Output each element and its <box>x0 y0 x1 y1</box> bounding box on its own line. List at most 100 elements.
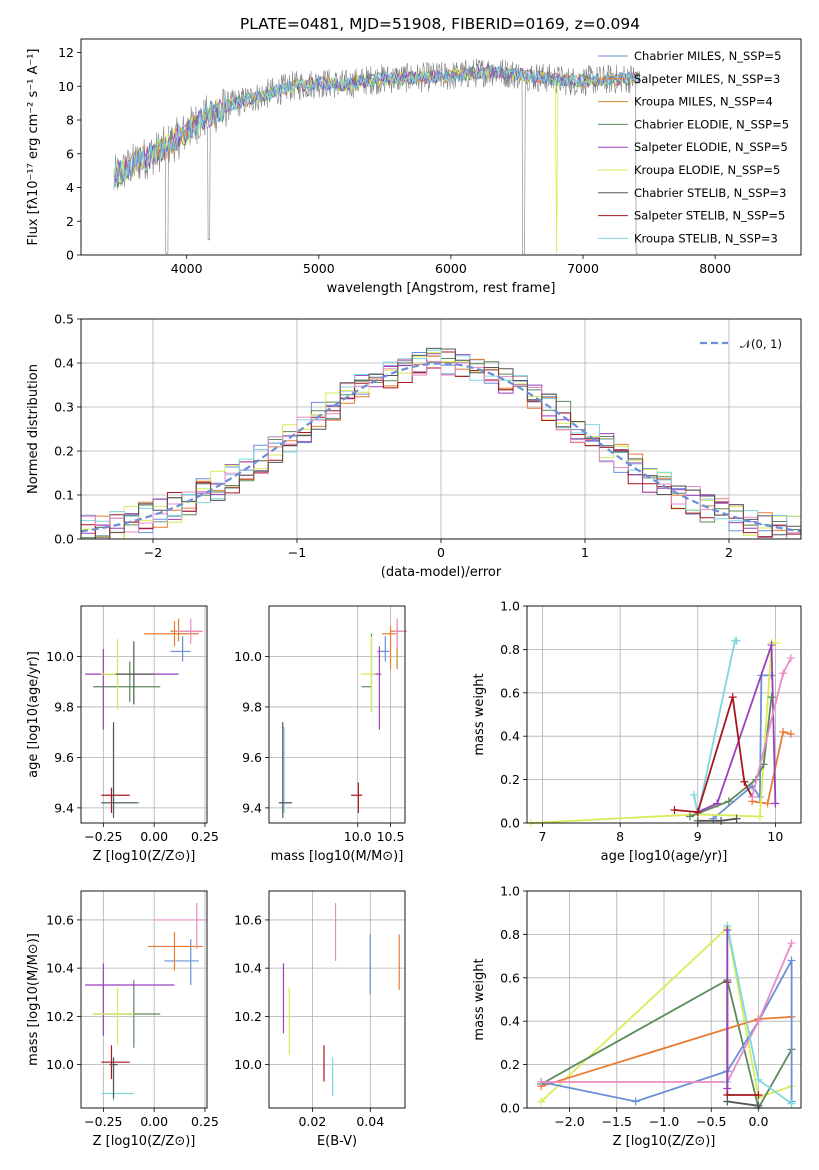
legend-entry: Salpeter STELIB, N_SSP=5 <box>634 209 785 223</box>
y-tick-label: 0.4 <box>500 729 520 744</box>
y-tick-label: 9.4 <box>54 800 74 815</box>
legend-entry: Chabrier STELIB, N_SSP=3 <box>634 186 786 200</box>
x-tick-label: 10.5 <box>377 829 405 844</box>
weight-series-line <box>540 978 793 1111</box>
y-axis-label: Normed distribution <box>26 364 41 494</box>
x-tick-label: −0.25 <box>84 1114 122 1129</box>
x-axis-label: mass [log10(M/M⊙)] <box>271 849 404 864</box>
x-tick-label: −2 <box>144 545 162 560</box>
weight-point-marker <box>786 654 795 663</box>
x-tick-label: 0.0 <box>749 1114 769 1129</box>
x-axis-label: age [log10(age/yr)] <box>601 849 728 864</box>
age-vs-mass-panel: 10.0 10.5 9.4 9.6 9.8 10.0 mass [log10(M/M⊙)] <box>234 605 407 864</box>
y-tick-label: 10.6 <box>234 912 262 927</box>
weight-point-marker <box>732 636 741 645</box>
y-tick-label: 10.0 <box>234 649 262 664</box>
y-tick-label: 10.6 <box>46 912 74 927</box>
weight-point-marker <box>686 812 695 821</box>
age-vs-metallicity-panel: −0.25 0.00 0.25 9.4 9.6 9.8 10.0 Z [log10(Z/Z⊙)… <box>26 605 219 864</box>
weight-point-marker <box>723 1084 732 1093</box>
grid <box>269 891 405 1108</box>
y-tick-label: 0.6 <box>500 685 520 700</box>
y-tick-label: 10.2 <box>234 1009 262 1024</box>
y-tick-label: 10.4 <box>46 961 74 976</box>
mass-vs-ebv-panel: 0.02 0.04 10.0 10.2 10.4 10.6 E(B-V) <box>234 890 406 1149</box>
y-tick-label: 0.0 <box>500 816 520 831</box>
y-tick-label: 9.4 <box>242 800 262 815</box>
weight-point-marker <box>786 730 795 739</box>
weight-point-marker <box>779 727 788 736</box>
y-tick-label: 2 <box>66 214 74 229</box>
axes-frame <box>80 318 802 540</box>
y-tick-label: 0.8 <box>500 927 520 942</box>
x-axis-label: Z [log10(Z/Z⊙)] <box>613 1134 716 1149</box>
legend-entry: 𝒩(0, 1) <box>740 337 782 351</box>
grid <box>81 606 207 823</box>
weight-point-marker <box>689 790 698 799</box>
weight-point-marker <box>732 814 741 823</box>
y-tick-label: 9.6 <box>242 750 262 765</box>
weight-point-marker <box>693 816 702 825</box>
residuals-panel: −2 −1 0 1 2 0.0 0.1 0.2 0.3 0.4 0.5 (data-model)/er… <box>26 312 802 580</box>
x-tick-label: 0.00 <box>140 829 168 844</box>
y-tick-label: 0.1 <box>54 488 74 503</box>
weight-series-line <box>726 925 793 1105</box>
x-tick-label: 0.25 <box>191 1114 219 1129</box>
x-tick-label: 2 <box>725 545 733 560</box>
x-tick-label: 7000 <box>567 261 599 276</box>
y-tick-label: 0.2 <box>500 772 520 787</box>
axes-frame <box>526 890 802 1109</box>
legend-entry: Chabrier ELODIE, N_SSP=5 <box>634 117 789 131</box>
y-tick-label: 10.0 <box>46 1057 74 1072</box>
legend-entry: Chabrier MILES, N_SSP=5 <box>634 49 781 63</box>
x-tick-label: −1.0 <box>649 1114 679 1129</box>
axes-frame <box>80 605 208 824</box>
weight-point-marker <box>754 1017 763 1026</box>
weight-point-marker <box>779 669 788 678</box>
residual-histogram <box>81 347 801 539</box>
y-tick-label: 9.8 <box>54 699 74 714</box>
legend-entry: Kroupa ELODIE, N_SSP=5 <box>634 163 780 177</box>
x-tick-label: −1 <box>288 545 306 560</box>
legend-entry: Salpeter ELODIE, N_SSP=5 <box>634 140 788 154</box>
x-tick-label: 0.25 <box>191 829 219 844</box>
y-tick-label: 0.5 <box>54 312 74 327</box>
grid <box>81 891 207 1108</box>
weight-point-marker <box>537 1077 546 1086</box>
x-axis-label: Z [log10(Z/Z⊙)] <box>93 849 196 864</box>
weight-point-marker <box>763 799 772 808</box>
axes-frame <box>526 605 802 824</box>
weight-series-line <box>697 644 777 813</box>
x-tick-label: 8000 <box>699 261 731 276</box>
weight-point-marker <box>693 808 702 817</box>
weight-point-marker <box>767 693 776 702</box>
x-tick-label: −2.0 <box>554 1114 584 1129</box>
legend-entry: Kroupa MILES, N_SSP=4 <box>634 95 773 109</box>
y-tick-label: 10.0 <box>234 1057 262 1072</box>
x-tick-label: 0.02 <box>298 1114 326 1129</box>
y-tick-label: 10.2 <box>46 1009 74 1024</box>
x-tick-label: −1.5 <box>602 1114 632 1129</box>
x-tick-label: 9 <box>694 829 702 844</box>
weight-point-marker <box>740 777 749 786</box>
weight-series-line <box>541 942 793 1083</box>
weight-point-marker <box>755 792 764 801</box>
mass-vs-metallicity-panel: −0.25 0.00 0.25 10.0 10.2 10.4 10.6 Z [log10(Z/… <box>26 890 219 1149</box>
weight-point-marker <box>787 956 796 965</box>
y-tick-label: 9.6 <box>54 750 74 765</box>
weight-point-marker <box>728 693 737 702</box>
y-tick-label: 0.2 <box>54 444 74 459</box>
weight-point-marker <box>771 799 780 808</box>
x-tick-label: 5000 <box>303 261 335 276</box>
legend-entry: Kroupa STELIB, N_SSP=3 <box>634 231 778 245</box>
y-tick-label: 4 <box>66 180 74 195</box>
y-axis-label: Flux [fλ10⁻¹⁷ erg cm⁻² s⁻¹ A⁻¹] <box>26 49 41 246</box>
weight-point-marker <box>767 641 776 650</box>
x-tick-label: 10 <box>767 829 783 844</box>
weight-point-marker <box>631 1097 640 1106</box>
x-tick-label: 0 <box>437 545 445 560</box>
x-tick-label: 4000 <box>171 261 203 276</box>
weight-vs-age-panel: 7 8 9 10 0.0 0.2 0.4 0.6 0.8 1.0 age [log10(age/yr… <box>472 599 802 864</box>
spectrum-panel: 4000 5000 6000 7000 8000 0 2 4 6 8 10 12 wavelength … <box>26 38 802 296</box>
